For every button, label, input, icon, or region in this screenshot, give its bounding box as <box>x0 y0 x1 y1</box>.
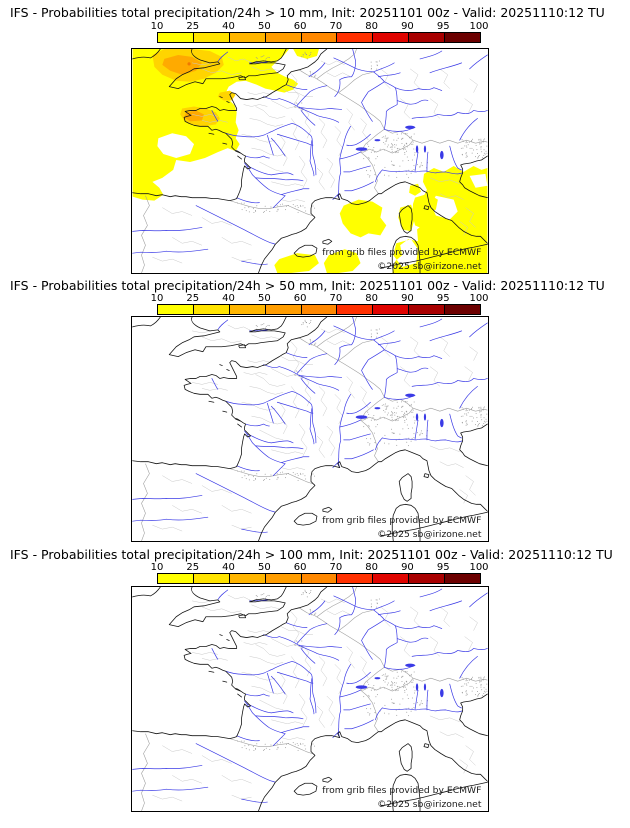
colorbar-segment <box>265 574 302 583</box>
map-canvas: from grib files provided by ECMWF ©2025 … <box>132 587 488 811</box>
colorbar-segment <box>337 33 374 42</box>
colorbar-tick: 100 <box>469 21 489 32</box>
map-france-10mm: from grib files provided by ECMWF ©2025 … <box>131 48 489 274</box>
colorbar-tick: 70 <box>329 293 343 304</box>
colorbar-tick: 90 <box>401 562 414 573</box>
colorbar-segment <box>193 33 230 42</box>
colorbar-segment <box>229 305 266 314</box>
colorbar-segment <box>373 574 410 583</box>
attribution-source: from grib files provided by ECMWF <box>322 785 481 796</box>
colorbar-segment <box>301 305 338 314</box>
colorbar-tick: 10 <box>150 562 164 573</box>
map-france-100mm: from grib files provided by ECMWF ©2025 … <box>131 586 489 812</box>
colorbar-tick: 60 <box>293 21 307 32</box>
colorbar: 10 25 40 50 60 70 80 90 95 100 <box>151 562 489 584</box>
colorbar-segment <box>193 574 230 583</box>
colorbar-segment <box>409 305 446 314</box>
map-canvas: from grib files provided by ECMWF ©2025 … <box>132 317 488 541</box>
colorbar-tick: 95 <box>436 562 450 573</box>
colorbar-gradient <box>157 32 481 43</box>
colorbar-segment <box>265 305 302 314</box>
colorbar-segment <box>158 33 194 42</box>
colorbar-tick: 95 <box>436 293 450 304</box>
colorbar-tick: 25 <box>186 562 200 573</box>
attribution-source: from grib files provided by ECMWF <box>322 515 481 526</box>
map-canvas: from grib files provided by ECMWF ©2025 … <box>132 49 488 273</box>
colorbar-gradient <box>157 573 481 584</box>
colorbar-segment <box>409 33 446 42</box>
colorbar-segment <box>265 33 302 42</box>
colorbar-tick: 40 <box>222 562 235 573</box>
colorbar-tick: 80 <box>365 562 379 573</box>
colorbar-tick: 40 <box>222 293 235 304</box>
colorbar-tick: 80 <box>365 21 379 32</box>
colorbar-tick: 25 <box>186 21 200 32</box>
colorbar-tick: 95 <box>436 21 450 32</box>
colorbar-segment <box>158 305 194 314</box>
colorbar-tick: 40 <box>222 21 235 32</box>
colorbar-segment <box>193 305 230 314</box>
colorbar-tick: 60 <box>293 293 307 304</box>
colorbar-tick: 50 <box>257 293 271 304</box>
map-france-50mm: from grib files provided by ECMWF ©2025 … <box>131 316 489 542</box>
colorbar-segment <box>158 574 194 583</box>
colorbar-segment <box>301 574 338 583</box>
colorbar-tick-labels: 10 25 40 50 60 70 80 90 95 100 <box>151 21 489 32</box>
colorbar-segment <box>373 33 410 42</box>
attribution-copyright: ©2025 sb@irizone.net <box>377 799 482 810</box>
panel-title: IFS - Probabilities total precipitation/… <box>10 547 613 562</box>
colorbar-segment <box>373 305 410 314</box>
colorbar-tick: 50 <box>257 21 271 32</box>
colorbar-tick: 50 <box>257 562 271 573</box>
colorbar-segment <box>445 574 481 583</box>
colorbar-segment <box>445 33 481 42</box>
panel-title: IFS - Probabilities total precipitation/… <box>10 5 605 20</box>
attribution-source: from grib files provided by ECMWF <box>322 247 481 258</box>
colorbar-segment <box>337 305 374 314</box>
colorbar-tick: 10 <box>150 293 164 304</box>
colorbar-tick: 60 <box>293 562 307 573</box>
colorbar: 10 25 40 50 60 70 80 90 95 100 <box>151 293 489 315</box>
colorbar-tick: 100 <box>469 562 489 573</box>
colorbar-tick-labels: 10 25 40 50 60 70 80 90 95 100 <box>151 562 489 573</box>
colorbar-tick: 10 <box>150 21 164 32</box>
colorbar-tick: 25 <box>186 293 200 304</box>
colorbar: 10 25 40 50 60 70 80 90 95 100 <box>151 21 489 43</box>
colorbar-segment <box>229 33 266 42</box>
colorbar-segment <box>445 305 481 314</box>
colorbar-gradient <box>157 304 481 315</box>
colorbar-tick: 100 <box>469 293 489 304</box>
colorbar-tick: 70 <box>329 562 343 573</box>
colorbar-tick-labels: 10 25 40 50 60 70 80 90 95 100 <box>151 293 489 304</box>
colorbar-segment <box>409 574 446 583</box>
colorbar-tick: 70 <box>329 21 343 32</box>
colorbar-segment <box>337 574 374 583</box>
colorbar-tick: 80 <box>365 293 379 304</box>
colorbar-segment <box>229 574 266 583</box>
panel-title: IFS - Probabilities total precipitation/… <box>10 278 605 293</box>
colorbar-segment <box>301 33 338 42</box>
colorbar-tick: 90 <box>401 293 414 304</box>
attribution-copyright: ©2025 sb@irizone.net <box>377 529 482 540</box>
colorbar-tick: 90 <box>401 21 414 32</box>
attribution-copyright: ©2025 sb@irizone.net <box>377 261 482 272</box>
